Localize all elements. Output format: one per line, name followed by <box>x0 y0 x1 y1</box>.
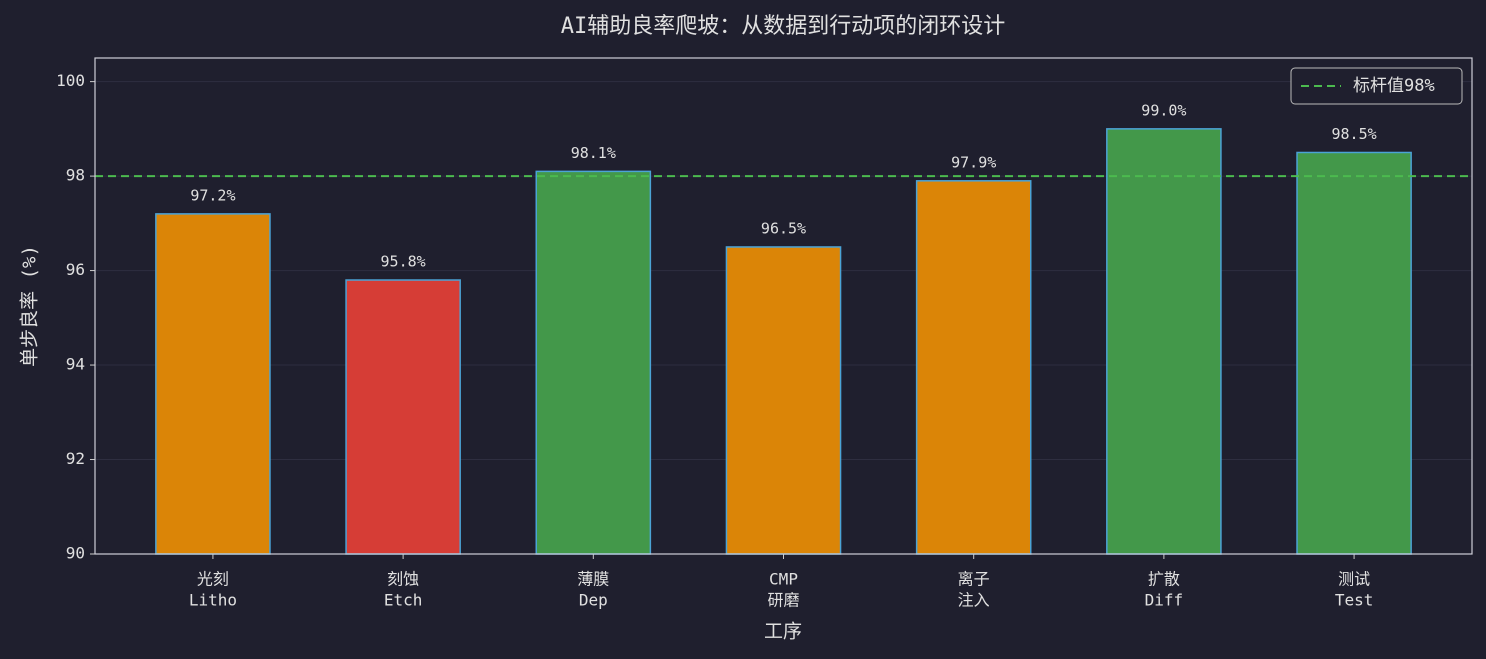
data-label: 98.5% <box>1332 125 1377 143</box>
legend-box <box>1290 67 1463 105</box>
bar <box>535 170 652 555</box>
x-tick-label: 光刻 <box>197 570 229 589</box>
x-tick-label: 刻蚀 <box>387 570 419 589</box>
x-tick-label: 扩散 <box>1148 570 1180 589</box>
y-tick-label: 98 <box>66 166 85 185</box>
data-label: 97.9% <box>951 153 996 171</box>
y-tick-label: 90 <box>66 544 85 563</box>
chart-title: AI辅助良率爬坡：从数据到行动项的闭环设计 <box>561 14 1006 39</box>
data-label: 98.1% <box>571 144 616 162</box>
bar <box>915 180 1032 555</box>
bar <box>155 213 271 555</box>
x-tick-label: 离子 <box>958 570 990 589</box>
x-tick-label: Etch <box>384 591 423 610</box>
legend-label: 标杆值98% <box>1353 76 1435 96</box>
x-tick-label: Dep <box>579 591 608 610</box>
data-label: 97.2% <box>190 186 235 204</box>
bar <box>345 279 461 555</box>
x-tick-label: Test <box>1335 591 1374 610</box>
plot-frame <box>94 57 1473 555</box>
x-tick-label: 注入 <box>958 591 990 610</box>
x-tick-label: Litho <box>189 591 237 610</box>
x-tick-label: 研磨 <box>767 591 799 610</box>
y-axis-label: 单步良率 (%) <box>19 245 41 367</box>
bar <box>1296 151 1412 555</box>
y-tick-label: 100 <box>56 71 85 90</box>
data-label: 99.0% <box>1141 101 1186 119</box>
bar <box>1106 128 1222 555</box>
x-tick-label: 测试 <box>1338 570 1370 589</box>
y-tick-label: 92 <box>66 449 85 468</box>
x-tick-label: 薄膜 <box>577 570 609 589</box>
bar <box>725 246 842 555</box>
x-tick-label: CMP <box>769 570 798 589</box>
data-label: 96.5% <box>761 219 806 237</box>
data-label: 95.8% <box>381 253 426 271</box>
y-tick-label: 96 <box>66 260 85 279</box>
x-axis-label: 工序 <box>764 621 802 643</box>
x-tick-label: Diff <box>1145 591 1184 610</box>
y-tick-label: 94 <box>66 355 85 374</box>
